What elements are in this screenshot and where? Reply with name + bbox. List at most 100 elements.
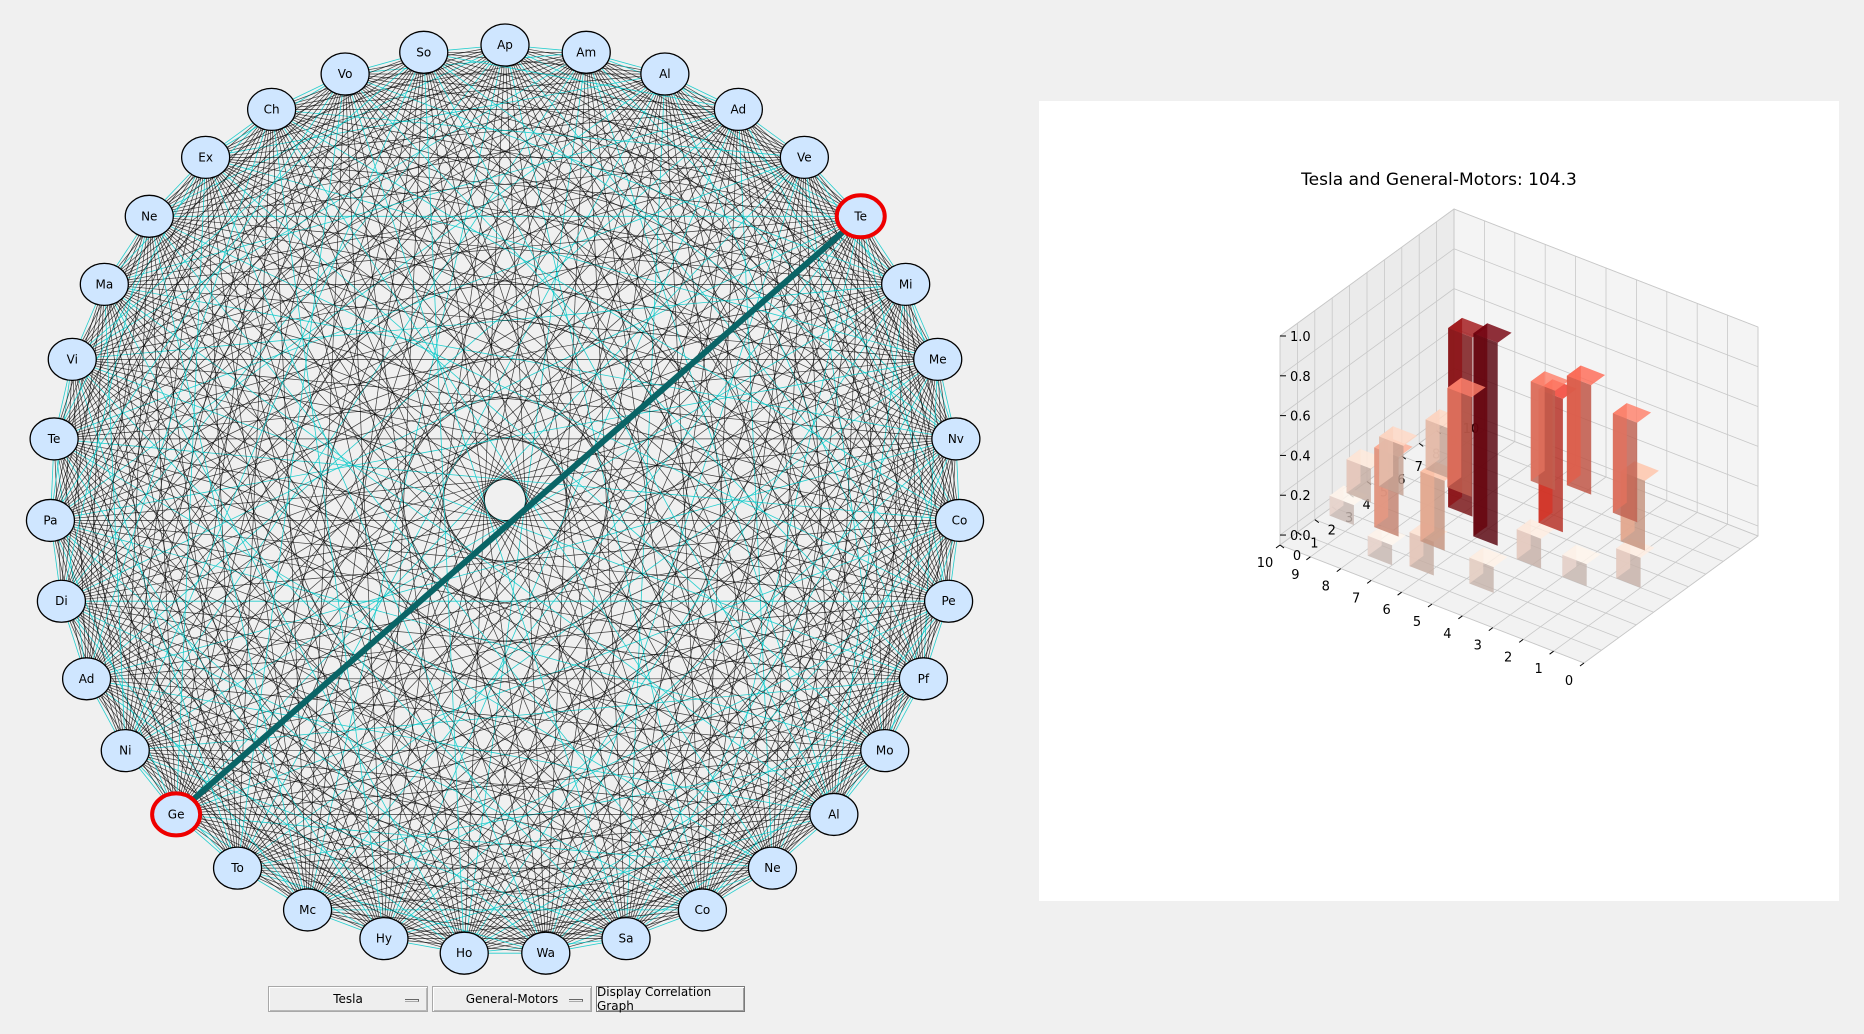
graph-edge bbox=[464, 284, 906, 953]
graph-node-label: Mc bbox=[299, 903, 316, 917]
x-tick-label: 10 bbox=[1257, 556, 1274, 571]
graph-node[interactable]: Mc bbox=[284, 889, 332, 931]
correlation-3d-plot-panel: 0123456789100123456789100.00.20.40.60.81… bbox=[1039, 101, 1839, 901]
graph-edge bbox=[424, 52, 546, 953]
graph-node-label: Ge bbox=[168, 807, 185, 821]
graph-edge bbox=[505, 45, 702, 910]
graph-edge bbox=[104, 284, 546, 953]
graph-edge bbox=[149, 74, 345, 216]
graph-node[interactable]: Vo bbox=[321, 53, 369, 95]
graph-node-label: Mo bbox=[876, 744, 894, 758]
graph-node[interactable]: Pf bbox=[899, 658, 947, 700]
graph-node-label: So bbox=[416, 45, 431, 59]
graph-node[interactable]: Ap bbox=[481, 24, 529, 66]
graph-edge bbox=[272, 109, 949, 601]
graph-node-label: Ex bbox=[198, 150, 213, 164]
graph-node-label: Sa bbox=[619, 932, 634, 946]
company2-dropdown[interactable]: General-Motors bbox=[432, 986, 592, 1012]
graph-node[interactable]: Co bbox=[936, 499, 984, 541]
graph-node[interactable]: Ch bbox=[248, 88, 296, 130]
graph-edge bbox=[72, 359, 626, 938]
graph-node[interactable]: Nv bbox=[932, 418, 980, 460]
graph-edge bbox=[72, 359, 237, 868]
graph-node-label: Mi bbox=[899, 277, 913, 291]
y-tick-label: 1 bbox=[1310, 536, 1318, 551]
graph-edge bbox=[308, 439, 956, 910]
graph-node[interactable]: Mi bbox=[882, 263, 930, 305]
graph-node[interactable]: Ve bbox=[780, 136, 828, 178]
graph-edge bbox=[104, 45, 505, 284]
graph-node-label: Ve bbox=[797, 150, 812, 164]
x-tick-label: 1 bbox=[1534, 662, 1542, 677]
z-tick-label: 0.6 bbox=[1290, 410, 1311, 425]
graph-node[interactable]: Vi bbox=[48, 338, 96, 380]
graph-edge bbox=[861, 216, 956, 439]
graph-edge bbox=[738, 109, 834, 814]
x-tick-label: 5 bbox=[1413, 615, 1421, 630]
graph-node-label: Co bbox=[952, 513, 968, 527]
graph-edge bbox=[626, 679, 923, 939]
graph-edge bbox=[61, 359, 72, 601]
graph-node[interactable]: Di bbox=[37, 580, 85, 622]
graph-node-label: Pe bbox=[941, 594, 955, 608]
graph-node[interactable]: Me bbox=[914, 338, 962, 380]
graph-node-label: Ma bbox=[95, 277, 113, 291]
graph-edge bbox=[87, 679, 384, 939]
graph-node[interactable]: Ho bbox=[440, 932, 488, 974]
graph-node[interactable]: Sa bbox=[602, 918, 650, 960]
graph-node[interactable]: Wa bbox=[522, 932, 570, 974]
x-tick-label: 4 bbox=[1443, 627, 1451, 642]
graph-node[interactable]: Al bbox=[810, 793, 858, 835]
graph-node[interactable]: So bbox=[400, 31, 448, 73]
dropdown-indicator-icon bbox=[569, 999, 583, 1002]
graph-node[interactable]: Ne bbox=[125, 195, 173, 237]
x-tick-label: 7 bbox=[1352, 591, 1360, 606]
graph-node-label: Ap bbox=[497, 38, 513, 52]
graph-edge bbox=[87, 520, 960, 678]
graph-node-label: Ad bbox=[731, 102, 747, 116]
graph-node[interactable]: Ad bbox=[63, 658, 111, 700]
graph-node[interactable]: Pe bbox=[925, 580, 973, 622]
dropdown-indicator-icon bbox=[405, 999, 419, 1002]
graph-node-label: Ho bbox=[456, 946, 472, 960]
graph-node-label: To bbox=[230, 861, 244, 875]
graph-node-label: Me bbox=[929, 352, 947, 366]
graph-node-label: Pa bbox=[43, 513, 57, 527]
graph-node-label: Te bbox=[853, 209, 867, 223]
graph-node[interactable]: Te bbox=[30, 418, 78, 460]
graph-node-label: Ch bbox=[264, 102, 280, 116]
graph-node[interactable]: Mo bbox=[861, 730, 909, 772]
x-tick-label: 9 bbox=[1291, 568, 1299, 583]
graph-node-label: Pf bbox=[918, 672, 930, 686]
graph-node-label: Te bbox=[47, 432, 61, 446]
graph-node-label: Nv bbox=[948, 432, 964, 446]
graph-node-label: Ad bbox=[79, 672, 95, 686]
graph-node[interactable]: Ne bbox=[748, 847, 796, 889]
graph-node-selected[interactable]: Ge bbox=[152, 793, 200, 835]
graph-node[interactable]: Am bbox=[562, 31, 610, 73]
graph-edge bbox=[345, 74, 546, 953]
graph-node[interactable]: Hy bbox=[360, 918, 408, 960]
graph-node[interactable]: Ad bbox=[714, 88, 762, 130]
graph-edge bbox=[345, 74, 956, 439]
graph-node-label: Ne bbox=[141, 209, 157, 223]
graph-node[interactable]: Co bbox=[678, 889, 726, 931]
graph-node[interactable]: Ex bbox=[182, 136, 230, 178]
graph-node[interactable]: To bbox=[214, 847, 262, 889]
graph-node[interactable]: Ni bbox=[101, 730, 149, 772]
graph-node[interactable]: Ma bbox=[80, 263, 128, 305]
company1-dropdown[interactable]: Tesla bbox=[268, 986, 428, 1012]
graph-edge bbox=[72, 359, 464, 953]
graph-edge bbox=[772, 359, 937, 868]
graph-node[interactable]: Pa bbox=[26, 499, 74, 541]
graph-node-selected[interactable]: Te bbox=[837, 195, 885, 237]
graph-node[interactable]: Al bbox=[641, 53, 689, 95]
graph-node-label: Ne bbox=[764, 861, 780, 875]
x-tick-label: 0 bbox=[1565, 674, 1573, 689]
graph-edge bbox=[702, 679, 923, 910]
display-correlation-graph-button[interactable]: Display Correlation Graph bbox=[596, 986, 745, 1012]
graph-node-label: Hy bbox=[376, 932, 392, 946]
z-tick-label: 1.0 bbox=[1290, 330, 1311, 345]
z-tick-label: 0.8 bbox=[1290, 370, 1311, 385]
z-tick-label: 0.0 bbox=[1290, 529, 1311, 544]
